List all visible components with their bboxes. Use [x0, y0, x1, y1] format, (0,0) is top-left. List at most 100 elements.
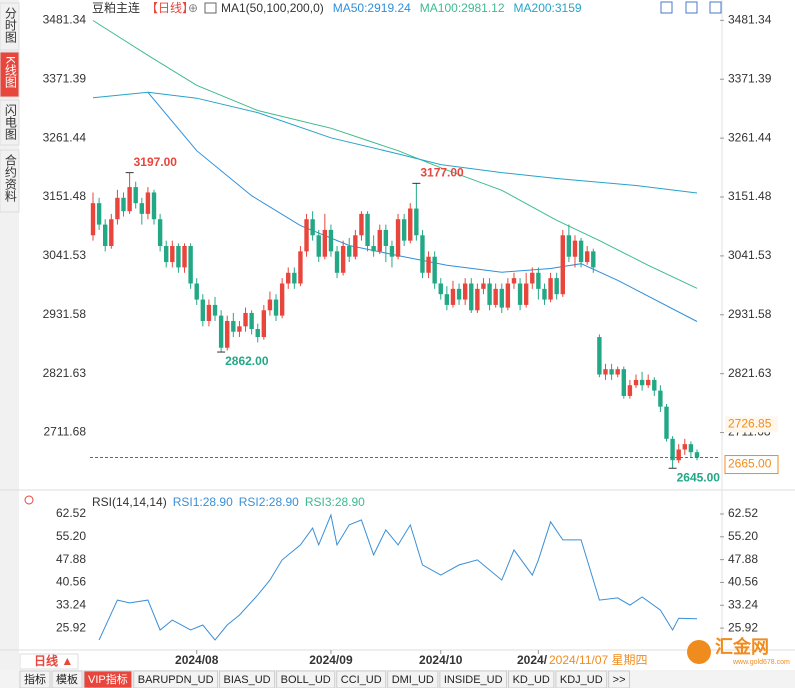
candle-body	[109, 219, 114, 246]
candle-body	[530, 272, 535, 284]
y-tick-label: 3151.48	[43, 189, 87, 203]
candle-body	[164, 246, 169, 263]
y-tick-label: 2931.58	[43, 307, 87, 321]
sidebar-tab[interactable]	[0, 2, 20, 51]
candle-body	[170, 246, 175, 263]
sidebar-tab[interactable]	[0, 99, 20, 146]
y-tick-label: 55.20	[728, 529, 758, 543]
tab[interactable]	[219, 670, 276, 688]
tab-label[interactable]: BOLL_UD	[281, 674, 331, 686]
tab-label[interactable]: BARUPDN_UD	[138, 674, 214, 686]
candle-body	[249, 312, 254, 330]
tab-label[interactable]: KD_UD	[513, 674, 550, 686]
tab[interactable]	[19, 670, 51, 688]
y-tick-label: 40.56	[56, 575, 86, 589]
candle-body	[652, 379, 657, 391]
candle-body	[151, 192, 157, 220]
candle-body	[560, 235, 565, 295]
candle-body	[353, 235, 358, 257]
candle-body	[188, 246, 193, 284]
series-line	[147, 91, 698, 322]
legend-entry: MA100:2981.12	[420, 1, 505, 15]
candle-body	[182, 246, 187, 268]
candle-body	[688, 444, 694, 453]
indicator-name: MA1(50,100,200,0)	[221, 1, 324, 15]
tab-label[interactable]: INSIDE_UD	[444, 674, 503, 686]
x-tick-label: 2024/09	[309, 653, 353, 667]
y-tick-label: 62.52	[56, 506, 86, 520]
tab[interactable]	[387, 670, 439, 688]
sidebar-tab[interactable]	[0, 51, 20, 98]
annotation-label: 3177.00	[420, 166, 464, 180]
candle-body	[633, 379, 639, 386]
chart-title: 豆粕主连	[92, 0, 140, 15]
y-tick-label: 47.88	[728, 552, 758, 566]
cursor-date: 2024/11/07 星期四	[549, 653, 648, 667]
tab[interactable]	[555, 670, 608, 688]
logo-url: www.gold678.com	[732, 659, 790, 666]
candle-body	[90, 203, 96, 236]
tab[interactable]	[133, 670, 219, 688]
candle-body	[438, 283, 443, 295]
icon[interactable]	[660, 1, 673, 14]
tab-label[interactable]: KDJ_UD	[560, 674, 603, 686]
candle-body	[682, 444, 687, 450]
sidebar-tab[interactable]	[0, 149, 20, 213]
period-box	[19, 653, 79, 670]
candle-body	[194, 283, 199, 300]
candle-body	[548, 278, 553, 300]
tab-label[interactable]: CCI_UD	[341, 674, 382, 686]
tab-label[interactable]: 指标	[24, 672, 46, 686]
sidebar-tab-label[interactable]: 分时图	[3, 7, 17, 43]
y-tick-label: 25.92	[728, 620, 758, 634]
settings-icon[interactable]	[24, 495, 34, 505]
add-icon: ⊕	[188, 1, 198, 15]
candle-body	[664, 406, 669, 439]
cursor-price-label: 2726.85	[728, 417, 772, 431]
tab[interactable]	[51, 670, 83, 688]
tab[interactable]	[83, 670, 133, 688]
period-label: 日线 ▲	[34, 653, 73, 668]
candle-body	[231, 320, 236, 332]
annotation-label: 3197.00	[134, 155, 178, 169]
candle-body	[103, 224, 108, 246]
candle-body	[316, 235, 321, 257]
x-tick-label: 2024/08	[175, 653, 219, 667]
icon[interactable]	[685, 1, 698, 14]
sidebar-tab-label[interactable]: 合约资料	[3, 153, 17, 202]
tab[interactable]	[336, 670, 387, 688]
candle-body	[328, 229, 334, 252]
tab[interactable]	[508, 670, 555, 688]
candle-body	[505, 283, 511, 308]
candle-body	[292, 272, 297, 284]
y-tick-label: 55.20	[56, 529, 86, 543]
sidebar-tab-label[interactable]: 闪电图	[3, 104, 17, 140]
tab-label[interactable]: DMI_UD	[392, 674, 434, 686]
legend-entry: MA200:3159	[514, 1, 582, 15]
tab[interactable]	[276, 670, 336, 688]
tab-label[interactable]: BIAS_UD	[224, 674, 271, 686]
candle-body	[334, 251, 340, 273]
candle-body	[286, 272, 291, 284]
sidebar-tab-label[interactable]: K线图	[3, 56, 17, 88]
candle-body	[340, 246, 346, 273]
tab[interactable]	[608, 670, 631, 688]
tab-label[interactable]: 模板	[56, 672, 78, 686]
candle-body	[456, 288, 462, 300]
candle-body	[591, 251, 596, 268]
candle-body	[115, 197, 120, 220]
indicator-icon[interactable]	[204, 2, 217, 14]
candle-body	[499, 288, 504, 308]
tab-label[interactable]: VIP指标	[88, 672, 128, 686]
candle-body	[414, 208, 419, 236]
candle-body	[347, 246, 352, 257]
candle-body	[304, 219, 309, 252]
series-line	[92, 91, 698, 194]
tab-label[interactable]: >>	[613, 674, 626, 686]
candle-body	[462, 283, 468, 300]
icon[interactable]	[709, 1, 722, 14]
candle-body	[157, 219, 163, 246]
candle-body	[298, 251, 303, 284]
candle-body	[212, 304, 218, 316]
tab[interactable]	[439, 670, 508, 688]
